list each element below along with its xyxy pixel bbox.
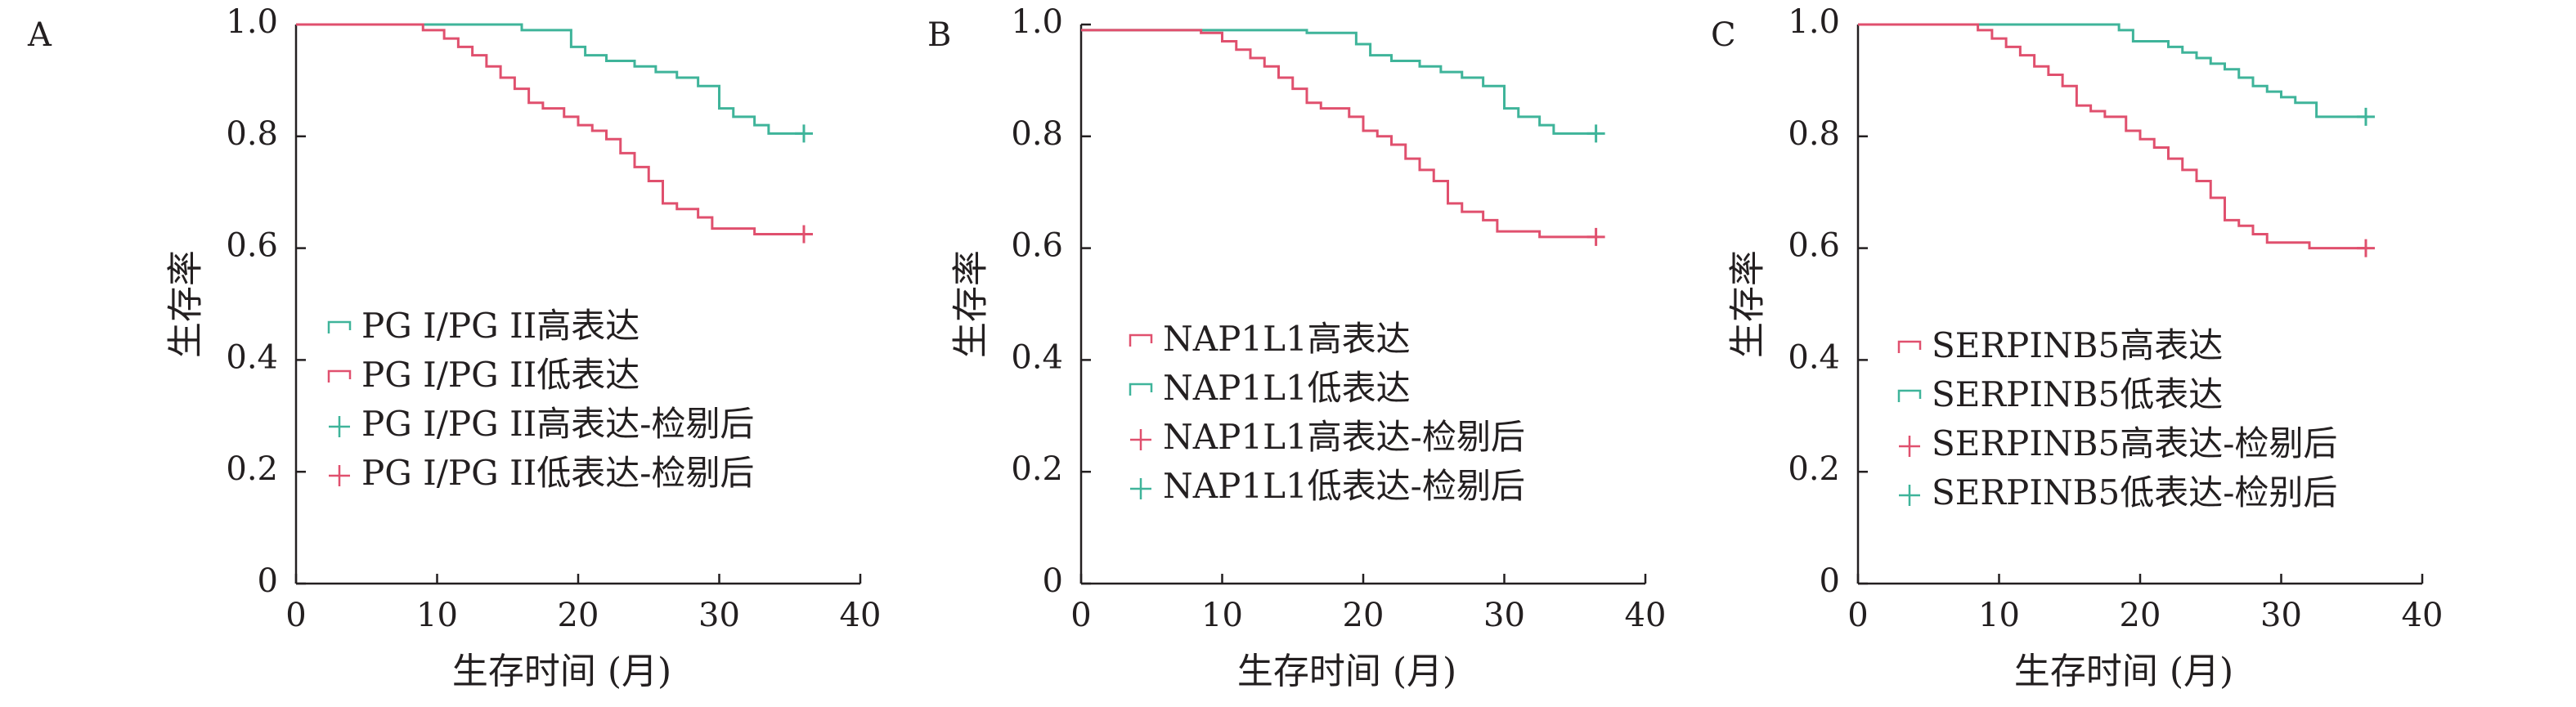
y-tick-label: 0.8: [1011, 115, 1063, 153]
y-axis-title: 生存率: [950, 250, 992, 358]
censor-mark: [1586, 124, 1605, 143]
legend-step-symbol: [1897, 389, 1922, 402]
legend-plus-symbol: [1130, 429, 1151, 450]
y-tick-label: 1.0: [226, 3, 278, 41]
y-tick-label: 0: [1820, 562, 1840, 600]
legend-plus-symbol: [329, 416, 350, 437]
x-tick-label: 20: [2120, 597, 2161, 634]
legend-label: PG I/PG II高表达-检剔后: [361, 404, 754, 444]
x-tick-label: 40: [2402, 597, 2444, 634]
y-axis-title: 生存率: [165, 250, 207, 358]
survival-curve-1: [1081, 29, 1596, 135]
x-tick-label: 10: [1201, 597, 1243, 634]
survival-curve-2: [1081, 29, 1596, 239]
x-tick-label: 30: [1483, 597, 1525, 634]
legend-label: SERPINB5高表达: [1932, 325, 2223, 365]
legend-label: NAP1L1低表达: [1163, 368, 1411, 408]
x-tick-label: 20: [558, 597, 599, 634]
censor-mark: [1586, 227, 1605, 246]
y-tick-label: 0.6: [1011, 227, 1063, 265]
survival-curve-1: [296, 23, 804, 135]
y-tick-label: 0: [1043, 562, 1063, 600]
legend-step-symbol: [327, 369, 352, 383]
censor-mark: [2357, 107, 2375, 126]
x-tick-label: 10: [416, 597, 458, 634]
legend-label: PG I/PG II低表达: [361, 355, 640, 395]
legend-step-symbol: [327, 320, 352, 333]
legend-plus-symbol: [1899, 485, 1920, 506]
survival-curve-2: [296, 23, 804, 235]
y-tick-label: 0.2: [1788, 450, 1840, 488]
panel-b: B 0 10 20 30 40 0 0.2 0.4 0.6 0.8 1.0 生存时间 (月) 生存率 NAP…: [927, 3, 1666, 692]
x-tick-label: 0: [1070, 597, 1091, 634]
censor-mark: [795, 225, 813, 244]
y-axis-title: 生存率: [1727, 250, 1769, 358]
survival-curve-1: [1858, 23, 2366, 119]
legend-step-symbol: [1129, 383, 1153, 396]
legend-step-symbol: [1129, 333, 1153, 347]
y-tick-label: 0.6: [226, 227, 278, 265]
legend-plus-symbol: [329, 465, 350, 486]
y-tick-label: 0.4: [1011, 338, 1063, 376]
panel-letter: C: [1711, 16, 1736, 54]
legend-plus-symbol: [1130, 478, 1151, 499]
panel-letter: B: [927, 16, 951, 54]
x-tick-label: 10: [1978, 597, 2020, 634]
x-tick-label: 20: [1343, 597, 1384, 634]
x-tick-label: 0: [285, 597, 306, 634]
censor-mark: [795, 124, 813, 143]
panel-letter: A: [27, 16, 52, 54]
y-tick-label: 0.8: [1788, 115, 1840, 153]
legend-label: SERPINB5低表达-检别后: [1932, 472, 2337, 512]
x-axis-title: 生存时间 (月): [452, 651, 671, 692]
survival-curve-2: [1858, 23, 2366, 250]
legend-label: PG I/PG II高表达: [361, 306, 640, 346]
y-tick-label: 1.0: [1788, 3, 1840, 41]
panel-c: C 0 10 20 30 40 0 0.2 0.4 0.6 0.8 1.0 生存时间 (月) 生存率 SER…: [1711, 3, 2443, 692]
y-tick-label: 0.2: [1011, 450, 1063, 488]
y-tick-label: 0.4: [1788, 338, 1840, 376]
panel-a: A 0 10 20 30 40 0 0.2 0.4 0.6 0.8 1.0 生存时间 (月) 生存率 PG …: [27, 3, 881, 692]
legend-step-symbol: [1897, 340, 1922, 353]
legend-label: NAP1L1高表达-检剔后: [1163, 417, 1525, 457]
x-tick-label: 0: [1847, 597, 1868, 634]
x-axis-title: 生存时间 (月): [1237, 651, 1456, 692]
legend-label: NAP1L1高表达: [1163, 319, 1411, 359]
x-axis-title: 生存时间 (月): [2014, 651, 2233, 692]
y-tick-label: 0.2: [226, 450, 278, 488]
y-tick-label: 0.4: [226, 338, 278, 376]
legend-label: PG I/PG II低表达-检剔后: [361, 453, 754, 493]
x-tick-label: 30: [2260, 597, 2302, 634]
legend-label: SERPINB5高表达-检剔后: [1932, 423, 2337, 463]
x-tick-label: 40: [840, 597, 882, 634]
legend-label: NAP1L1低表达-检剔后: [1163, 466, 1525, 506]
y-tick-label: 1.0: [1011, 3, 1063, 41]
y-tick-label: 0: [258, 562, 278, 600]
x-tick-label: 40: [1625, 597, 1667, 634]
x-tick-label: 30: [698, 597, 740, 634]
y-tick-label: 0.8: [226, 115, 278, 153]
legend-plus-symbol: [1899, 436, 1920, 457]
y-tick-label: 0.6: [1788, 227, 1840, 265]
censor-mark: [2357, 239, 2375, 257]
legend-label: SERPINB5低表达: [1932, 374, 2223, 414]
